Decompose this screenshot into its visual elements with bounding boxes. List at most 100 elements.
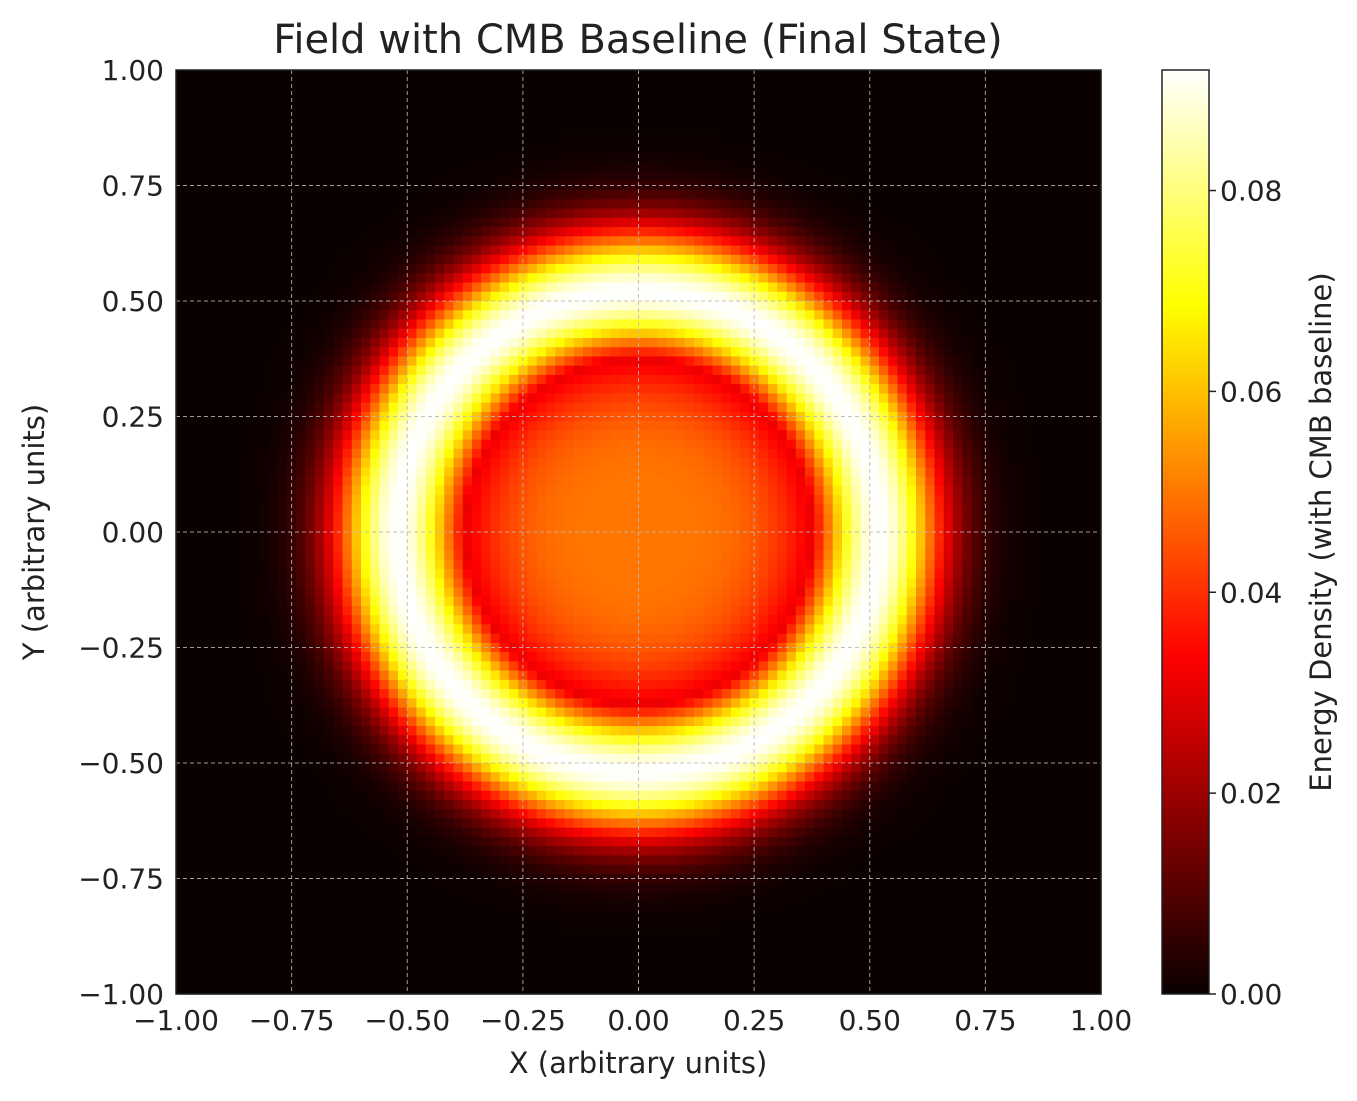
heatmap-cell [361,957,371,967]
heatmap-cell [351,79,362,90]
heatmap-cell [398,661,408,672]
heatmap-cell [231,217,242,228]
heatmap-cell [250,624,260,635]
heatmap-cell [481,883,492,893]
heatmap-cell [425,726,436,736]
heatmap-cell [601,984,612,995]
heatmap-cell [324,513,334,524]
heatmap-cell [398,171,408,182]
heatmap-cell [564,846,575,856]
heatmap-cell [398,347,408,358]
heatmap-cell [277,485,288,496]
heatmap-cell [490,485,501,496]
heatmap-cell [555,485,566,496]
heatmap-cell [176,236,186,247]
heatmap-cell [462,707,473,718]
heatmap-cell [509,116,519,127]
heatmap-cell [462,97,473,108]
heatmap-cell [527,966,538,977]
heatmap-cell [546,883,556,893]
heatmap-cell [592,864,603,875]
heatmap-cell [610,920,621,930]
heatmap-cell [481,393,492,404]
heatmap-cell [407,485,418,496]
heatmap-cell [370,975,381,986]
heatmap-cell [481,245,492,256]
heatmap-cell [305,883,316,893]
heatmap-cell [472,208,482,219]
heatmap-cell [629,347,640,358]
heatmap-cell [472,864,482,875]
heatmap-cell [536,707,547,718]
heatmap-cell [583,679,593,690]
heatmap-cell [601,698,612,709]
heatmap-cell [509,938,519,949]
heatmap-cell [250,199,260,210]
heatmap-cell [361,892,371,903]
heatmap-cell [222,938,233,949]
heatmap-cell [620,476,630,487]
heatmap-cell [333,504,344,515]
heatmap-cell [564,855,575,866]
heatmap-cell [610,929,621,940]
heatmap-cell [536,532,547,542]
heatmap-cell [601,679,612,690]
heatmap-cell [194,864,205,875]
heatmap-cell [259,735,270,746]
heatmap-cell [583,504,593,515]
heatmap-cell [203,106,214,117]
heatmap-cell [176,864,186,875]
heatmap-cell [472,125,482,136]
heatmap-cell [536,670,547,681]
heatmap-cell [481,735,492,746]
heatmap-cell [314,236,325,247]
heatmap-cell [240,726,251,736]
heatmap-cell [555,458,566,468]
heatmap-cell [629,476,640,487]
heatmap-cell [407,587,418,598]
heatmap-cell [435,827,445,838]
heatmap-cell [416,910,427,921]
heatmap-cell [592,116,603,127]
heatmap-cell [296,282,307,293]
heatmap-cell [176,818,186,829]
heatmap-cell [194,217,205,228]
heatmap-cell [573,836,584,847]
heatmap-cell [620,615,630,625]
heatmap-cell [518,799,529,810]
heatmap-cell [333,855,344,866]
heatmap-cell [453,698,464,709]
heatmap-cell [527,596,538,607]
heatmap-cell [388,836,399,847]
heatmap-cell [499,347,510,358]
heatmap-cell [185,88,196,99]
heatmap-cell [601,236,612,247]
heatmap-cell [462,781,473,792]
heatmap-cell [527,827,538,838]
heatmap-cell [592,245,603,256]
heatmap-cell [472,236,482,247]
heatmap-cell [564,421,575,431]
heatmap-cell [240,116,251,127]
heatmap-cell [435,726,445,736]
heatmap-cell [499,587,510,598]
heatmap-cell [203,384,214,394]
heatmap-cell [416,190,427,200]
heatmap-cell [305,532,316,542]
heatmap-cell [481,679,492,690]
heatmap-cell [324,901,334,912]
heatmap-cell [379,439,390,450]
heatmap-cell [250,273,260,284]
heatmap-cell [231,513,242,524]
heatmap-cell [527,79,538,90]
heatmap-cell [194,402,205,413]
heatmap-cell [213,966,223,977]
heatmap-cell [462,522,473,533]
heatmap-cell [213,799,223,810]
heatmap-cell [296,578,307,589]
heatmap-cell [342,578,353,589]
heatmap-cell [620,901,630,912]
heatmap-cell [370,134,381,145]
heatmap-cell [425,698,436,709]
heatmap-cell [250,763,260,773]
